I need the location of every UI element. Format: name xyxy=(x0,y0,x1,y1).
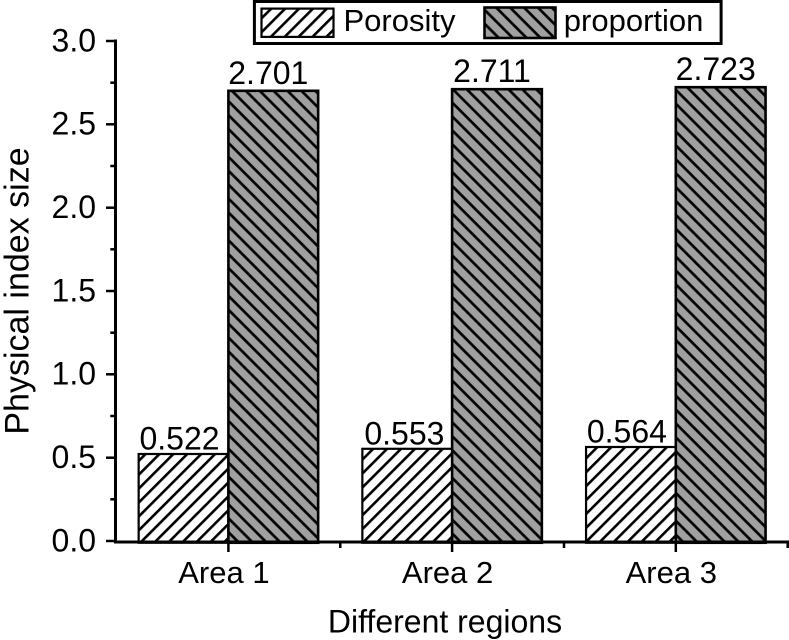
svg-text:2.5: 2.5 xyxy=(52,106,96,142)
svg-text:3.0: 3.0 xyxy=(52,22,96,58)
svg-text:0.522: 0.522 xyxy=(139,421,219,457)
svg-text:Area 2: Area 2 xyxy=(402,555,493,590)
svg-text:0.553: 0.553 xyxy=(364,415,444,451)
svg-text:Different regions: Different regions xyxy=(328,604,562,640)
svg-text:2.701: 2.701 xyxy=(228,55,308,91)
svg-text:proportion: proportion xyxy=(564,3,704,38)
svg-text:2.723: 2.723 xyxy=(676,51,756,87)
svg-text:0.0: 0.0 xyxy=(52,522,96,558)
svg-text:2.0: 2.0 xyxy=(52,189,96,225)
svg-text:0.564: 0.564 xyxy=(587,414,667,450)
svg-text:2.711: 2.711 xyxy=(453,53,531,89)
svg-text:1.0: 1.0 xyxy=(52,356,96,392)
svg-text:Physical index size: Physical index size xyxy=(0,147,37,434)
svg-text:Area 3: Area 3 xyxy=(626,555,717,590)
svg-text:0.5: 0.5 xyxy=(52,439,96,475)
svg-text:Porosity: Porosity xyxy=(344,3,456,38)
svg-text:1.5: 1.5 xyxy=(52,272,96,308)
svg-text:Area 1: Area 1 xyxy=(178,555,269,590)
